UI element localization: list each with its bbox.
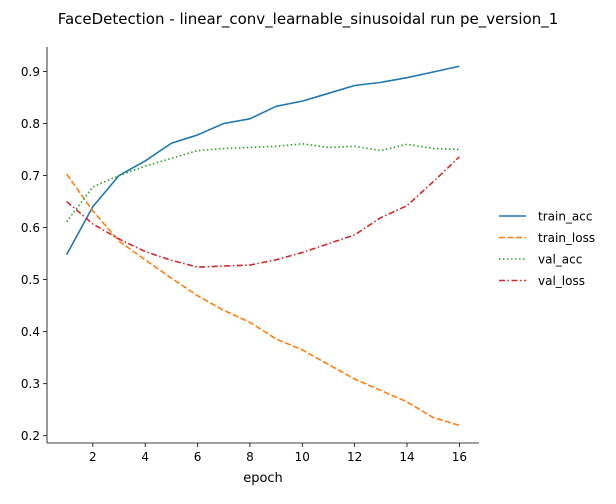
series-layer	[65, 65, 460, 427]
y-tick-label: 0.2	[21, 429, 40, 443]
x-tick-label: 14	[399, 450, 414, 464]
legend-label-train-loss: train_loss	[538, 231, 595, 245]
y-tick-label: 0.4	[21, 325, 40, 339]
x-tick-label: 6	[194, 450, 202, 464]
x-axis-label: epoch	[243, 471, 283, 486]
legend-label-val-loss: val_loss	[538, 274, 585, 288]
plot-area: 2 4 6 8 10 12 14 16 0.2 0.3 0.4 0.5 0.6 0.7 0.8 0.9	[21, 47, 479, 464]
legend: train_acc train_loss val_acc val_loss	[499, 210, 595, 288]
x-axis-ticks: 2 4 6 8 10 12 14 16	[89, 443, 467, 464]
x-tick-label: 10	[295, 450, 310, 464]
series-line-val-loss	[66, 156, 460, 268]
x-tick-label: 4	[141, 450, 149, 464]
legend-label-train-acc: train_acc	[538, 210, 592, 224]
legend-label-val-acc: val_acc	[538, 253, 582, 267]
x-tick-label: 8	[246, 450, 254, 464]
y-axis-ticks: 0.2 0.3 0.4 0.5 0.6 0.7 0.8 0.9	[21, 65, 47, 443]
series-line-val-acc	[65, 142, 460, 223]
y-tick-label: 0.5	[21, 273, 40, 287]
x-tick-label: 16	[452, 450, 467, 464]
y-tick-label: 0.9	[21, 65, 40, 79]
y-tick-label: 0.7	[21, 169, 40, 183]
x-tick-label: 2	[89, 450, 97, 464]
y-tick-label: 0.3	[21, 377, 40, 391]
chart-title: FaceDetection - linear_conv_learnable_si…	[58, 10, 559, 29]
series-line-train-acc	[65, 65, 460, 256]
x-tick-label: 12	[347, 450, 362, 464]
y-tick-label: 0.6	[21, 221, 40, 235]
y-tick-label: 0.8	[21, 117, 40, 131]
series-line-train-loss	[65, 173, 460, 427]
